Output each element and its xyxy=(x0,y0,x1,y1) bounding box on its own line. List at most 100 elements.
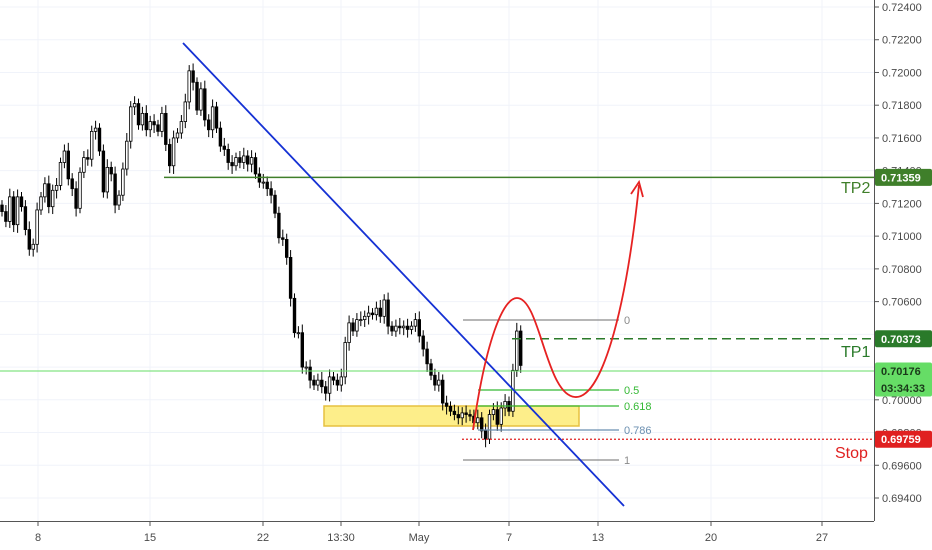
candle xyxy=(284,239,289,258)
candle xyxy=(413,319,418,327)
candle xyxy=(316,379,320,386)
candle xyxy=(152,121,156,126)
stop-label: Stop xyxy=(835,445,868,462)
trendline[interactable] xyxy=(182,42,625,507)
plot-area[interactable] xyxy=(0,0,874,521)
candle xyxy=(15,196,20,226)
y-tick-label: 0.71800 xyxy=(882,100,922,112)
y-tick-label: 0.72200 xyxy=(882,35,922,47)
stop-badge: 0.69759 xyxy=(875,430,932,448)
candle xyxy=(43,183,47,198)
candle xyxy=(35,209,39,245)
candle xyxy=(206,119,211,131)
candle xyxy=(179,121,184,134)
y-tick-label: 0.70800 xyxy=(882,264,922,276)
candle xyxy=(238,157,242,163)
candle xyxy=(117,194,121,206)
candle xyxy=(187,70,191,103)
y-axis[interactable]: 0.724000.722000.720000.718000.716000.714… xyxy=(874,2,922,505)
candle xyxy=(171,137,176,167)
candle xyxy=(308,366,312,381)
candle xyxy=(515,330,519,371)
tp2-label: TP2 xyxy=(841,180,870,197)
candle xyxy=(31,243,35,250)
candle xyxy=(479,417,484,432)
candle xyxy=(86,157,90,160)
candle xyxy=(409,325,414,330)
candle xyxy=(421,335,425,350)
x-tick-label: 27 xyxy=(816,532,828,544)
candle xyxy=(405,325,410,330)
fib-retracement[interactable]: 0 0.5 0.618 0.786 1 xyxy=(463,315,652,467)
candle xyxy=(433,374,437,386)
candle xyxy=(140,112,145,126)
candle xyxy=(128,106,133,142)
candle xyxy=(476,417,480,424)
candle xyxy=(27,229,31,250)
x-axis[interactable]: 8 15 22 13:30 May 7 13 20 27 xyxy=(35,521,828,544)
candle xyxy=(183,101,187,122)
arrowhead-icon xyxy=(630,179,644,198)
candle xyxy=(230,162,234,167)
candle xyxy=(401,325,406,329)
x-tick-label: 13 xyxy=(592,532,604,544)
candle xyxy=(499,407,503,425)
y-tick-label: 0.71200 xyxy=(882,198,922,210)
candle xyxy=(164,112,168,145)
fib-label-1: 1 xyxy=(624,455,630,467)
candle xyxy=(66,150,70,180)
candle xyxy=(74,188,78,209)
candle xyxy=(417,319,421,337)
candle xyxy=(483,430,488,440)
last-price-badge: 0.70176 03:34:33 xyxy=(875,362,932,397)
candle xyxy=(351,322,355,332)
y-tick-label: 0.71000 xyxy=(882,231,922,243)
fib-label-0.618: 0.618 xyxy=(624,401,652,413)
candle xyxy=(245,155,250,165)
candle xyxy=(456,414,460,419)
x-tick-label: 13:30 xyxy=(327,532,355,544)
y-tick-label: 0.69600 xyxy=(882,460,922,472)
candle xyxy=(113,173,117,206)
candle xyxy=(39,196,43,211)
candle xyxy=(347,322,351,343)
x-tick-label: May xyxy=(409,532,430,544)
candle xyxy=(468,414,472,417)
candle xyxy=(62,150,67,163)
candle xyxy=(366,312,371,317)
candle xyxy=(54,184,59,191)
candle xyxy=(4,211,8,222)
candle xyxy=(382,299,386,317)
candle xyxy=(214,106,219,129)
stop-badge-text: 0.69759 xyxy=(881,434,921,446)
candle xyxy=(242,155,246,163)
candle xyxy=(175,132,180,139)
candle xyxy=(386,299,390,327)
candle xyxy=(249,157,254,165)
candle xyxy=(362,315,367,321)
candle xyxy=(93,127,98,132)
candle xyxy=(11,196,16,226)
projection-path[interactable] xyxy=(472,184,640,431)
candle xyxy=(390,325,394,332)
candle xyxy=(8,196,12,222)
candle xyxy=(374,307,379,316)
candle xyxy=(448,405,453,412)
candle xyxy=(144,112,148,131)
y-tick-label: 0.72000 xyxy=(882,67,922,79)
candle xyxy=(320,379,324,388)
candle xyxy=(253,157,258,175)
candle xyxy=(226,148,230,163)
x-tick-label: 20 xyxy=(705,532,717,544)
candle xyxy=(292,297,297,334)
candle xyxy=(0,204,4,212)
candle xyxy=(487,414,492,440)
candle xyxy=(460,412,464,419)
candle xyxy=(304,366,308,369)
candle xyxy=(269,188,273,196)
tp1-badge: 0.70373 xyxy=(875,330,932,348)
fib-label-0: 0 xyxy=(624,315,630,327)
candle xyxy=(429,363,433,376)
